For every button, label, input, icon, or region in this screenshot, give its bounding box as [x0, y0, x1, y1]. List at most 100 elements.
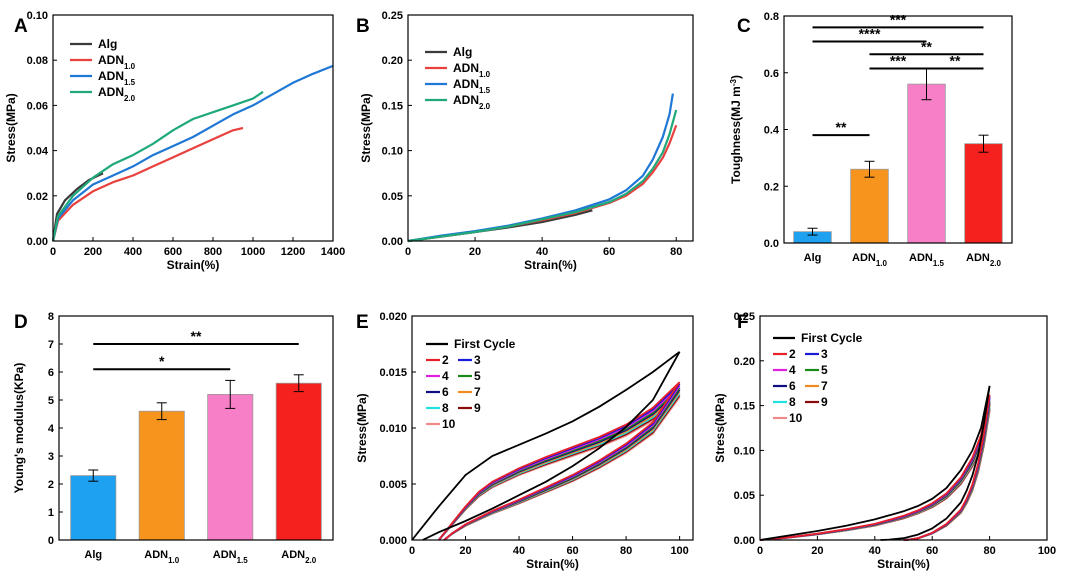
x-tick-label: 60	[603, 246, 615, 258]
significance-label: **	[836, 119, 847, 135]
x-tick-label: 1400	[321, 246, 345, 258]
panel-C: Alg ADN1.0 ADN1.5 ADN2.0************ ****C0.…	[729, 11, 1013, 268]
category-label: ADN2.0	[281, 549, 317, 565]
y-tick-label: 0.010	[379, 423, 407, 435]
x-axis-title: Strain(%)	[524, 258, 577, 272]
x-tick-label: 80	[620, 545, 632, 557]
y-tick-label: 4	[48, 423, 55, 435]
y-tick-label: 1	[48, 507, 54, 519]
y-tick-label: 0.000	[379, 535, 407, 547]
x-tick-label: 100	[670, 545, 688, 557]
cycle-loading-curve	[759, 410, 991, 541]
y-tick-label: 2	[48, 479, 54, 491]
legend-label: 3	[821, 347, 828, 361]
y-tick-label: 6	[48, 367, 54, 379]
panel-F: F 0.00 0.05 0.10 0.15 0.20 0.25 0 20 40 60 80 100 Str…	[713, 311, 1056, 571]
y-axis-title: Stress(MPa)	[359, 93, 373, 162]
y-axis-title: Stress(MPa)	[355, 393, 369, 462]
legend-label: 6	[789, 379, 796, 393]
y-tick-label: 0.20	[734, 356, 755, 368]
panel-B: B 0.00 0.05 0.10 0.15 0.20 0.25 0 20 40 60 80 Strain…	[356, 10, 694, 272]
significance-label: ****	[859, 26, 881, 42]
first-cycle-unloading-curve	[880, 385, 991, 541]
y-tick-label: 0.015	[379, 367, 407, 379]
legend-label: 5	[821, 363, 828, 377]
category-label: Alg	[84, 549, 102, 561]
significance-label: **	[950, 52, 961, 68]
x-axis-title: Strain(%)	[167, 258, 220, 272]
legend-label: 5	[474, 369, 481, 383]
series-line-adn10	[51, 126, 244, 242]
plot-frame	[407, 14, 694, 242]
y-tick-label: 0.2	[764, 181, 779, 193]
x-tick-label: 0	[50, 246, 56, 258]
panel-letter: B	[356, 16, 370, 37]
first-cycle-unloading-curve	[422, 351, 681, 541]
x-tick-label: 80	[983, 545, 995, 557]
x-tick-label: 20	[469, 246, 481, 258]
x-tick-label: 80	[670, 246, 682, 258]
y-tick-label: 0.0	[764, 238, 779, 250]
legend-label: ADN2.0	[98, 85, 136, 103]
x-tick-label: 1200	[281, 246, 305, 258]
legend-label: 8	[442, 401, 449, 415]
legend-label: 10	[789, 411, 803, 425]
y-tick-label: 0.08	[27, 55, 48, 67]
y-tick-label: 7	[48, 339, 54, 351]
legend-label: 7	[474, 385, 481, 399]
legend-label: ADN1.0	[453, 61, 491, 79]
x-tick-label: 400	[124, 246, 142, 258]
panel-letter: D	[14, 312, 28, 333]
y-axis-title: Stress(MPa)	[713, 393, 727, 462]
bar	[850, 168, 889, 244]
x-tick-label: 1000	[241, 246, 265, 258]
y-axis-title: Young's modulus(KPa)	[12, 363, 26, 494]
legend-label: 7	[821, 379, 828, 393]
cycle-unloading-curve	[903, 394, 991, 541]
y-tick-label: 0.04	[27, 146, 49, 158]
cycle-loading-curve	[759, 394, 991, 541]
bar	[275, 382, 322, 541]
bar	[964, 143, 1003, 244]
y-tick-label: 0.20	[382, 55, 403, 67]
significance-label: ***	[890, 11, 907, 27]
x-tick-label: 60	[566, 545, 578, 557]
y-axis-title: Toughness(MJ m-3)	[729, 75, 744, 184]
x-tick-label: 20	[811, 545, 823, 557]
y-tick-label: 0.10	[27, 10, 48, 22]
legend-label: 4	[789, 363, 796, 377]
panel-letter: E	[356, 312, 369, 333]
first-cycle-loading-curve	[759, 385, 991, 541]
y-tick-label: 0.020	[379, 311, 407, 323]
legend-label: 9	[821, 395, 828, 409]
legend-label: First Cycle	[801, 331, 863, 345]
y-tick-label: 0.00	[27, 236, 48, 248]
series-line-adn20	[407, 109, 678, 243]
panel-A: A 0.00 0.02 0.04 0.06 0.08 0.10 0 200 400 600 800 10…	[4, 10, 345, 272]
x-tick-label: 20	[459, 545, 471, 557]
first-cycle-loading-curve	[411, 351, 681, 541]
x-tick-label: 40	[536, 246, 548, 258]
y-tick-label: 0.00	[734, 535, 755, 547]
y-tick-label: 0.8	[764, 11, 779, 23]
category-label: ADN1.5	[213, 549, 249, 565]
significance-label: **	[191, 328, 202, 344]
x-tick-label: 200	[84, 246, 102, 258]
legend-label: First Cycle	[454, 337, 516, 351]
category-label: Alg	[804, 252, 822, 264]
panel-letter: A	[14, 16, 28, 37]
bar	[138, 410, 185, 541]
x-tick-label: 600	[164, 246, 182, 258]
legend-label: 3	[474, 353, 481, 367]
y-tick-label: 0.10	[734, 445, 755, 457]
y-tick-label: 5	[48, 395, 54, 407]
significance-label: **	[921, 38, 932, 54]
y-tick-label: 0.25	[382, 10, 403, 22]
significance-label: ***	[890, 52, 907, 68]
legend-label: 6	[442, 385, 449, 399]
legend-label: 9	[474, 401, 481, 415]
significance-label: *	[159, 353, 165, 369]
bar	[207, 393, 254, 541]
cycle-unloading-curve	[443, 381, 681, 541]
